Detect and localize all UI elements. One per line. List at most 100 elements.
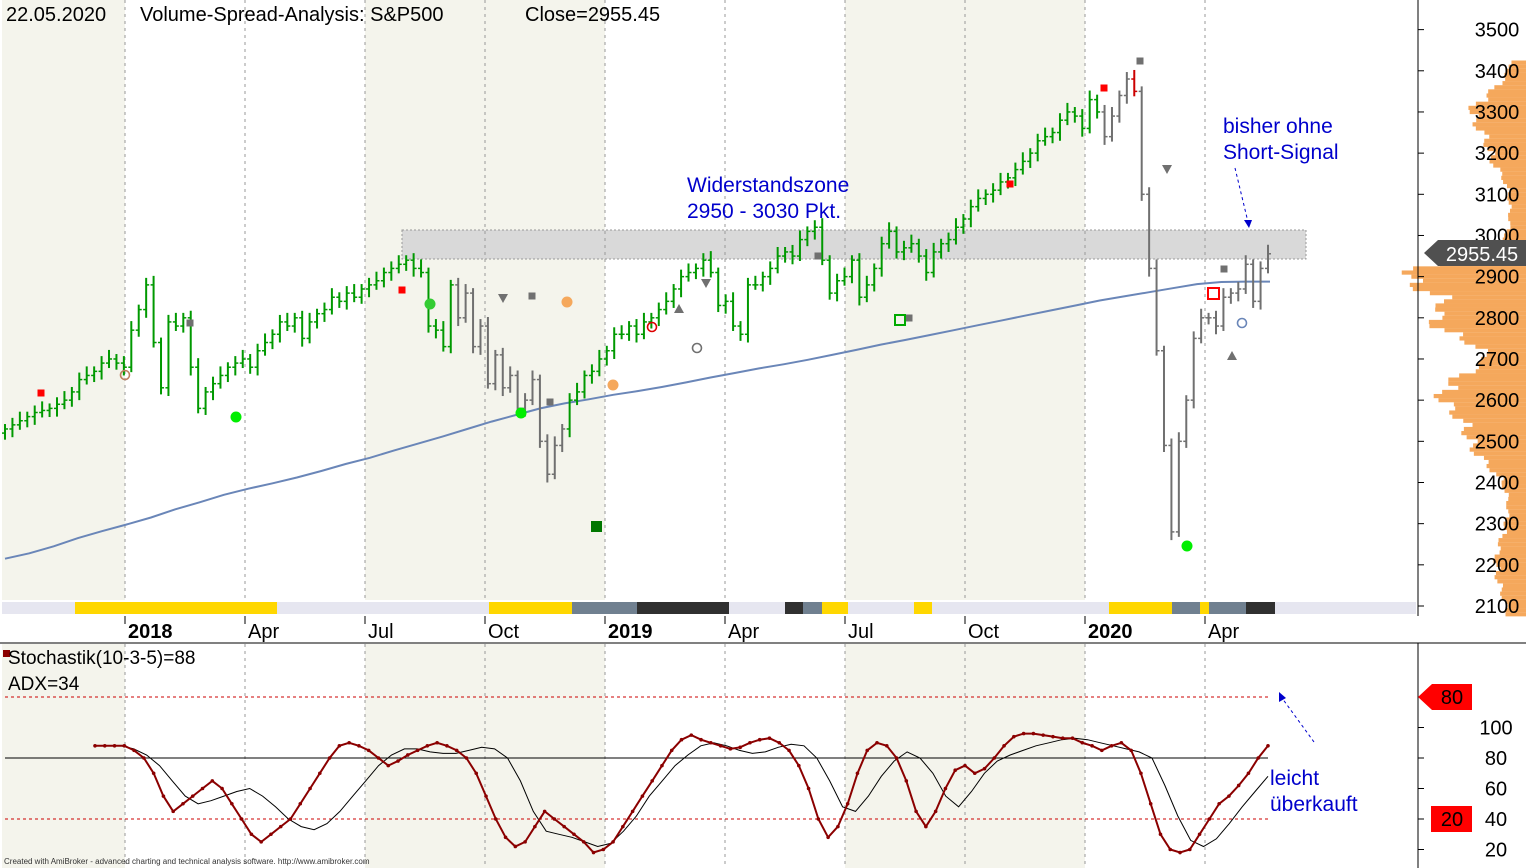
stoch-point <box>278 824 283 829</box>
volume-profile-bar <box>1488 459 1526 465</box>
triangle-up-icon <box>1227 351 1237 360</box>
stoch-point <box>1090 744 1094 748</box>
stoch-point <box>621 824 625 829</box>
stoch-point <box>1256 756 1261 760</box>
volume-profile-bar <box>1487 146 1526 152</box>
header-title: Volume-Spread-Analysis: S&P500 <box>140 4 444 26</box>
stoch-point <box>318 771 322 776</box>
stoch-point <box>112 744 117 748</box>
volume-profile-bar <box>1483 455 1526 460</box>
volume-profile-bar <box>1464 340 1526 345</box>
stoch-point <box>1168 847 1173 852</box>
strip-segment <box>489 602 572 614</box>
stoch-point <box>1178 850 1182 855</box>
stoch-point <box>884 744 889 748</box>
volume-profile-bar <box>1501 587 1526 592</box>
volume-profile-bar <box>1506 184 1526 189</box>
stoch-point <box>797 763 801 768</box>
volume-profile-bar <box>1506 501 1526 506</box>
stoch-point <box>630 809 635 814</box>
stoch-point <box>366 748 371 753</box>
price-tick-label: 2300 <box>1475 514 1520 536</box>
stoch-point <box>327 756 332 760</box>
stoch-point <box>1217 801 1221 806</box>
volume-profile-bar <box>1494 575 1526 580</box>
stoch-point <box>406 753 410 757</box>
stoch-point <box>435 740 439 745</box>
volume-profile-bar <box>1486 463 1526 469</box>
volume-profile-bar <box>1503 521 1526 526</box>
volume-profile-bar <box>1495 151 1526 156</box>
overbought-annotation-line1: leicht <box>1270 767 1319 790</box>
strip-segment <box>1200 602 1209 614</box>
stoch-main-points <box>93 731 1270 855</box>
date-tick-label: Oct <box>968 621 1000 643</box>
volume-profile-bar <box>1476 118 1526 123</box>
volume-profile-bar <box>1442 315 1526 320</box>
volume-profile-bar <box>1486 352 1526 358</box>
stoch-point <box>1070 736 1075 740</box>
price-tick-label: 2100 <box>1475 596 1520 618</box>
marker-dot <box>230 411 242 423</box>
period-band <box>845 0 1085 600</box>
stoch-point <box>1060 736 1065 740</box>
strip-segment <box>914 602 932 614</box>
stoch-point <box>1041 733 1045 737</box>
volume-profile-bar <box>1493 163 1526 168</box>
volume-profile-bar <box>1459 373 1526 378</box>
date-tick-label: Apr <box>248 621 279 643</box>
stoch-point <box>415 748 420 753</box>
stoch-point <box>1100 748 1104 753</box>
volume-profile-bar <box>1481 356 1526 362</box>
stoch-point <box>787 748 791 753</box>
volume-profile-bar <box>1448 381 1526 386</box>
stoch-point <box>161 794 166 798</box>
volume-profile-bar <box>1468 105 1526 110</box>
stoch-point <box>171 809 175 814</box>
stoch-point <box>484 794 488 798</box>
stoch-point <box>142 756 146 760</box>
volume-profile-bar <box>1494 85 1526 90</box>
volume-profile-bar <box>1409 282 1526 288</box>
volume-profile-bar <box>1498 538 1526 543</box>
stoch-point <box>552 817 557 821</box>
stoch-point <box>650 779 654 783</box>
marker-dot <box>607 379 619 391</box>
volume-profile-bar <box>1508 64 1526 69</box>
stoch-point <box>660 763 664 768</box>
signal-markers <box>37 57 1248 552</box>
volume-profile-bar <box>1508 212 1526 218</box>
stoch-point <box>1266 744 1270 748</box>
stoch-point <box>611 840 615 844</box>
stoch-point <box>220 786 224 791</box>
volume-profile-bar <box>1433 393 1526 399</box>
stoch-point <box>445 744 449 748</box>
strip-segment <box>1246 602 1275 614</box>
level-80-tag-label: 80 <box>1441 687 1463 709</box>
stoch-point <box>669 748 674 753</box>
volume-profile-bar <box>1505 68 1526 73</box>
stoch-point <box>425 744 430 748</box>
stoch-point <box>386 763 391 768</box>
stoch-point <box>943 786 948 791</box>
stoch-point <box>230 801 234 806</box>
volume-profile-bar <box>1473 443 1526 448</box>
strip-segment <box>822 602 848 614</box>
volume-profile-bar <box>1496 472 1526 477</box>
date-tick-label: 2018 <box>128 621 173 643</box>
volume-profile-bar <box>1507 192 1526 197</box>
price-tick-label: 2400 <box>1475 472 1520 494</box>
stoch-point <box>1129 748 1133 753</box>
stoch-point <box>709 740 713 745</box>
marker-ring <box>1236 317 1248 329</box>
stoch-point <box>767 736 772 740</box>
volume-profile-bar <box>1489 468 1526 473</box>
price-tick-label: 3200 <box>1475 143 1520 165</box>
stoch-tick-label: 20 <box>1485 840 1507 862</box>
volume-profile-bar <box>1508 200 1526 205</box>
volume-profile-bar <box>1496 562 1526 567</box>
stoch-point <box>1080 740 1085 745</box>
stoch-point <box>757 737 762 742</box>
stoch-point <box>1031 731 1036 736</box>
